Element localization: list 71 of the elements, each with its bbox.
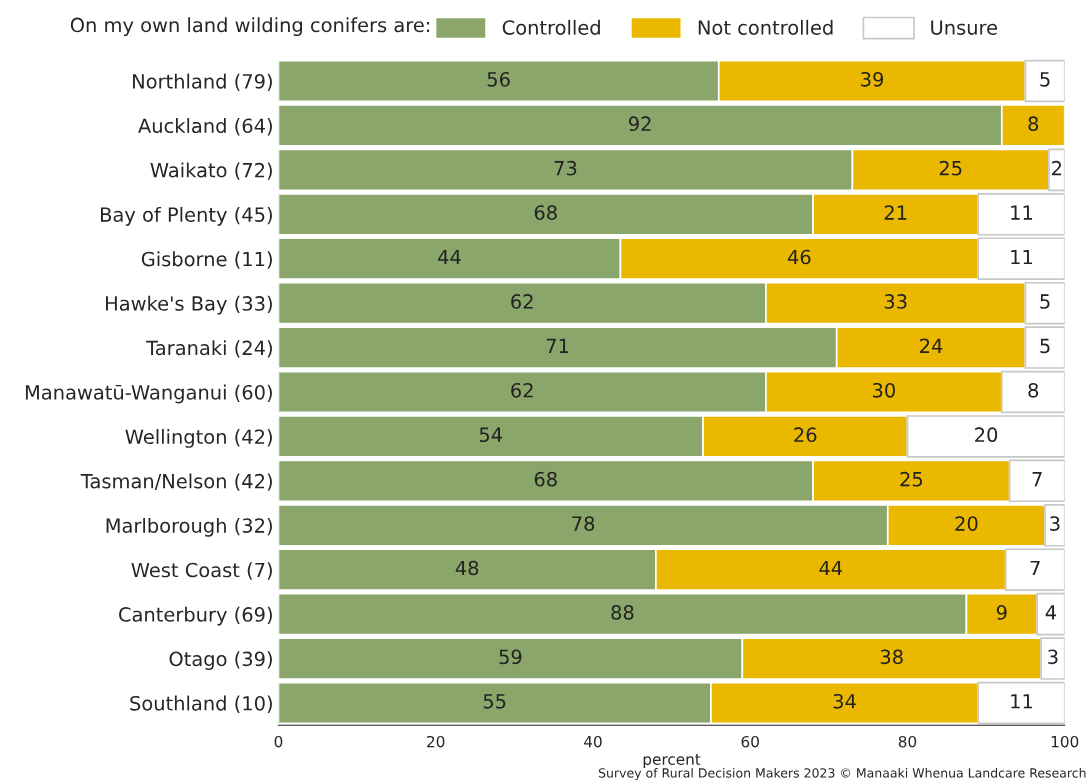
x-tick-label: 100 — [1051, 735, 1079, 748]
y-tick-label: Otago (39) — [169, 651, 272, 670]
data-label: 20 — [975, 427, 998, 443]
data-label: 48 — [455, 560, 479, 576]
x-tick-label: 40 — [583, 735, 602, 748]
data-label: 5 — [1040, 338, 1050, 354]
data-label: 44 — [819, 560, 843, 576]
text: Survey of Rural Decision Makers 2023 © Manaaki Whenua Landcare Research — [598, 767, 1086, 781]
data-label: 56 — [487, 71, 510, 87]
data-label: 25 — [939, 160, 962, 176]
data-label: 44 — [438, 249, 461, 265]
y-tick-label: Bay of Plenty (45) — [101, 206, 272, 226]
data-label: 26 — [794, 427, 817, 443]
data-label: 71 — [546, 338, 569, 353]
data-label: 30 — [872, 382, 895, 398]
data-label: 62 — [511, 294, 533, 309]
data-label: 92 — [628, 116, 651, 132]
x-tick-label: 20 — [427, 735, 445, 748]
legend-title: On my own land wilding conifers are: — [70, 17, 430, 37]
data-label: 34 — [833, 693, 856, 709]
y-tick-label: Manawatū-Wanganui (60) — [25, 384, 272, 404]
data-label: 7 — [1030, 560, 1040, 576]
data-label: 9 — [996, 605, 1007, 620]
x-axis-title: percent — [643, 754, 701, 768]
y-tick-label: Taranaki (24) — [146, 340, 272, 358]
legend-label: Unsure — [931, 20, 998, 35]
y-tick-label: Gisborne (11) — [141, 251, 272, 269]
data-label: 78 — [572, 516, 595, 531]
data-label: 7 — [1032, 472, 1042, 487]
data-label: 3 — [1050, 516, 1060, 531]
y-tick-label: Northland (79) — [133, 73, 272, 91]
y-tick-label: Auckland (64) — [138, 118, 272, 136]
data-label: 62 — [511, 382, 533, 398]
data-label: 3 — [1048, 649, 1058, 665]
data-label: 11 — [1011, 205, 1033, 220]
data-label: 38 — [880, 649, 903, 665]
x-tick-label: 60 — [741, 735, 759, 748]
data-label: 8 — [1028, 382, 1039, 398]
y-tick-label: Canterbury (69) — [119, 606, 272, 626]
y-tick-label: Wellington (42) — [125, 429, 272, 448]
data-label: 55 — [483, 694, 506, 709]
data-label: 2 — [1052, 160, 1062, 176]
data-label: 4 — [1045, 605, 1057, 620]
data-label: 8 — [1028, 116, 1039, 132]
y-tick-label: Tasman/Nelson (42) — [80, 473, 272, 491]
data-label: 88 — [611, 605, 634, 620]
y-tick-label: Hawke's Bay (33) — [106, 295, 272, 315]
x-tick-label: 80 — [898, 735, 917, 748]
data-label: 20 — [955, 516, 978, 531]
data-label: 46 — [787, 249, 811, 265]
data-label: 59 — [499, 649, 522, 665]
legend-label: Not controlled — [698, 19, 833, 35]
data-label: 11 — [1011, 249, 1033, 265]
data-label: 25 — [900, 471, 923, 487]
data-label: 68 — [534, 205, 557, 220]
data-label: 54 — [479, 427, 503, 443]
y-tick-label: West Coast (7) — [131, 562, 272, 580]
data-label: 5 — [1040, 72, 1050, 87]
y-tick-label: Southland (10) — [130, 695, 272, 713]
data-label: 11 — [1011, 694, 1033, 709]
data-label: 5 — [1040, 294, 1050, 309]
legend-label: Controlled — [502, 19, 600, 35]
data-label: 33 — [884, 294, 907, 309]
y-tick-label: Waikato (72) — [150, 162, 272, 180]
x-tick-label: 0 — [274, 735, 283, 748]
data-label: 21 — [884, 205, 907, 220]
data-label: 73 — [554, 160, 577, 176]
data-label: 39 — [861, 71, 884, 87]
data-label: 24 — [920, 338, 943, 353]
y-tick-label: Marlborough (32) — [106, 517, 272, 537]
data-label: 68 — [534, 471, 557, 487]
